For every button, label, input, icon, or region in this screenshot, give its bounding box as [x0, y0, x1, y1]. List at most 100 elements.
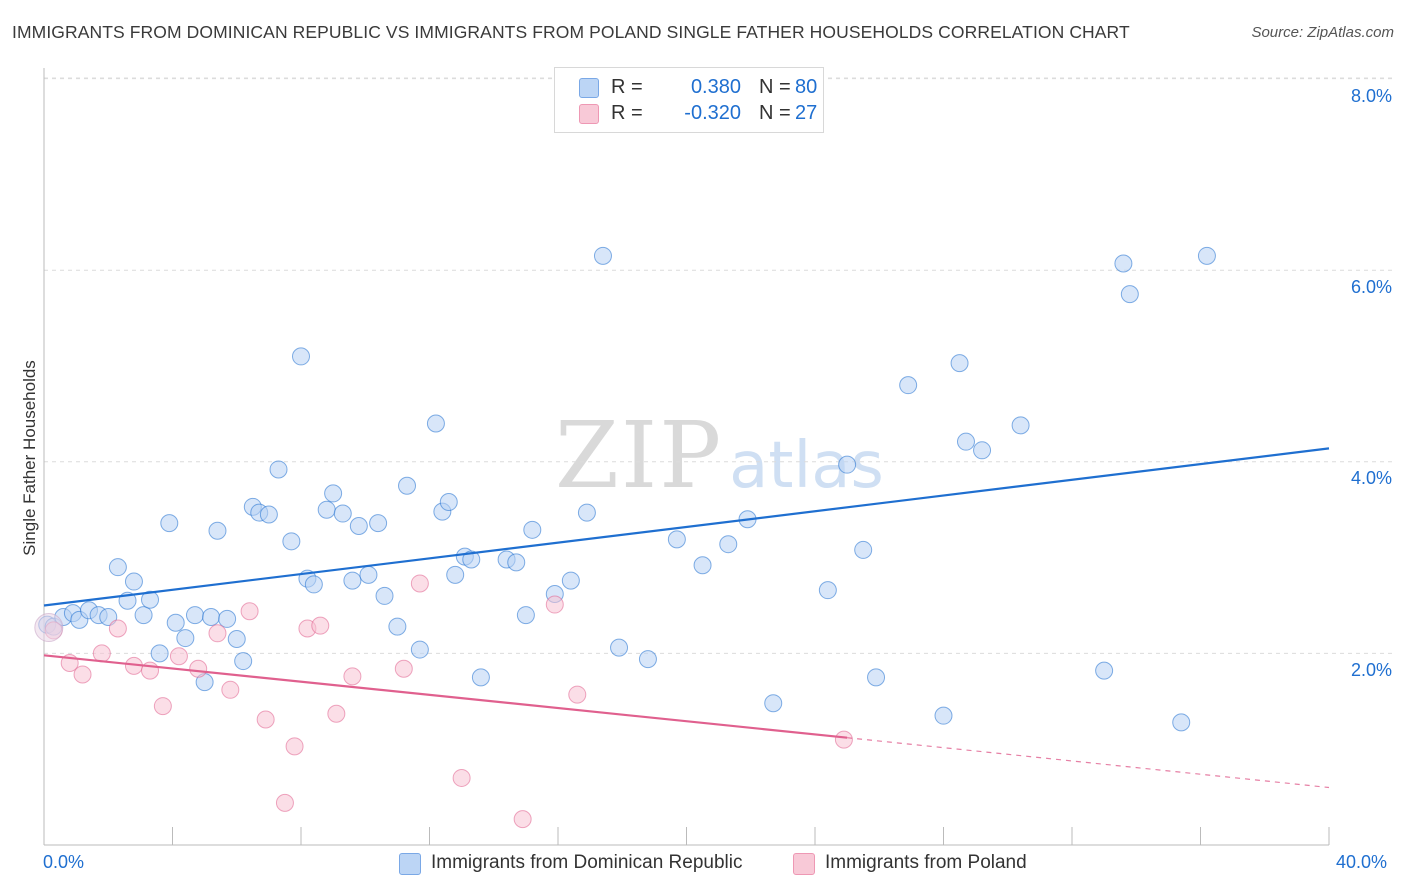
poland-trend-line [43, 654, 848, 739]
dominican-point [507, 553, 526, 572]
dominican-point [973, 441, 992, 460]
poland-point [327, 704, 346, 723]
dominican-point [950, 354, 969, 373]
source-label: Source: ZipAtlas.com [1251, 24, 1394, 41]
x-tick-label-min: 0.0% [43, 852, 85, 872]
dominican-point [185, 606, 204, 625]
poland-point [452, 768, 471, 787]
dominican-point [375, 586, 394, 605]
dominican-point [333, 504, 352, 523]
poland-point [545, 595, 564, 614]
dominican-point [234, 652, 253, 671]
dominican-point [324, 484, 343, 503]
poland-point [221, 680, 240, 699]
dominican-point [638, 650, 657, 669]
dominican-point [1172, 713, 1191, 732]
dominican-point [304, 575, 323, 594]
dominican-point [593, 246, 612, 265]
dominican-point [369, 514, 388, 533]
dominican-point [1120, 285, 1139, 304]
dominican-point [259, 505, 278, 524]
poland-point [189, 659, 208, 678]
dominican-point [202, 607, 221, 626]
y-tick-label-4: 4.0% [1350, 468, 1392, 488]
poland-legend-swatch-icon [793, 853, 815, 875]
dominican-point [218, 609, 237, 628]
dominican-point [610, 638, 629, 657]
dominican-point [124, 572, 143, 591]
dominican-point [1114, 254, 1133, 273]
n-value: 80 [795, 76, 818, 98]
dominican-point [150, 644, 169, 663]
poland-point [208, 624, 227, 643]
poland-point [240, 602, 259, 621]
dominican-point [561, 571, 580, 590]
y-tick-label-6: 6.0% [1350, 277, 1392, 297]
dominican-point [388, 617, 407, 636]
poland-point [256, 710, 275, 729]
dominican-point [693, 556, 712, 575]
dominican-point [854, 540, 873, 559]
dominican-point [359, 565, 378, 584]
dominican-point [719, 535, 738, 554]
r-label: R = [611, 76, 643, 98]
origin-cluster-point [34, 613, 64, 643]
dominican-point [446, 565, 465, 584]
dominican-point [108, 558, 127, 577]
poland-point [513, 810, 532, 829]
poland-trend-extension [847, 737, 1330, 789]
dominican-point [1011, 416, 1030, 435]
dominican-swatch-icon [579, 78, 599, 98]
dominican-legend-swatch-icon [399, 853, 421, 875]
legend-label-dominican: Immigrants from Dominican Republic [431, 852, 743, 873]
poland-point [92, 644, 111, 663]
legend-label-poland: Immigrants from Poland [825, 852, 1027, 873]
dominican-point [141, 590, 160, 609]
dominican-point [667, 530, 686, 549]
dominican-point [317, 500, 336, 519]
poland-swatch-icon [579, 104, 599, 124]
n-value: 27 [795, 102, 818, 124]
dominican-point [99, 607, 118, 626]
dominican-point [462, 550, 481, 569]
poland-point [285, 737, 304, 756]
dominican-point [227, 630, 246, 649]
legend-item-dominican[interactable]: Immigrants from Dominican Republic [399, 852, 779, 876]
y-tick-label-2: 2.0% [1350, 660, 1392, 680]
dominican-point [426, 414, 445, 433]
dominican-trend-line [43, 447, 1330, 607]
dominican-point [934, 706, 953, 725]
dominican-point [899, 376, 918, 395]
dominican-point [1095, 661, 1114, 680]
dominican-point [398, 476, 417, 495]
y-axis-label: Single Father Households [20, 360, 39, 556]
poland-point [169, 647, 188, 666]
dominican-point [818, 581, 837, 600]
r-value: 0.380 [690, 76, 741, 98]
poland-point [311, 616, 330, 635]
dominican-point [134, 606, 153, 625]
chart-title: IMMIGRANTS FROM DOMINICAN REPUBLIC VS IM… [12, 22, 1130, 42]
dominican-point [160, 514, 179, 533]
poland-point [343, 667, 362, 686]
stats-legend: R = 0.380 N = 80 R = -0.320 N = 27 [554, 67, 824, 133]
dominican-point [577, 503, 596, 522]
dominican-point [349, 516, 368, 535]
dominican-point [269, 460, 288, 479]
dominican-point [956, 432, 975, 451]
dominican-point [176, 629, 195, 648]
poland-point [394, 659, 413, 678]
dominican-point [292, 347, 310, 366]
dominican-point [523, 520, 542, 539]
legend-item-poland[interactable]: Immigrants from Poland [793, 852, 1053, 876]
x-tick-label-max: 40.0% [1336, 852, 1388, 872]
y-tick-label-8: 8.0% [1350, 86, 1392, 106]
dominican-point [282, 532, 301, 551]
dominican-point [516, 606, 535, 625]
poland-point [153, 697, 172, 716]
dominican-point [1197, 246, 1216, 265]
dominican-point [838, 455, 857, 474]
poland-point [410, 574, 429, 593]
poland-point [108, 619, 127, 638]
